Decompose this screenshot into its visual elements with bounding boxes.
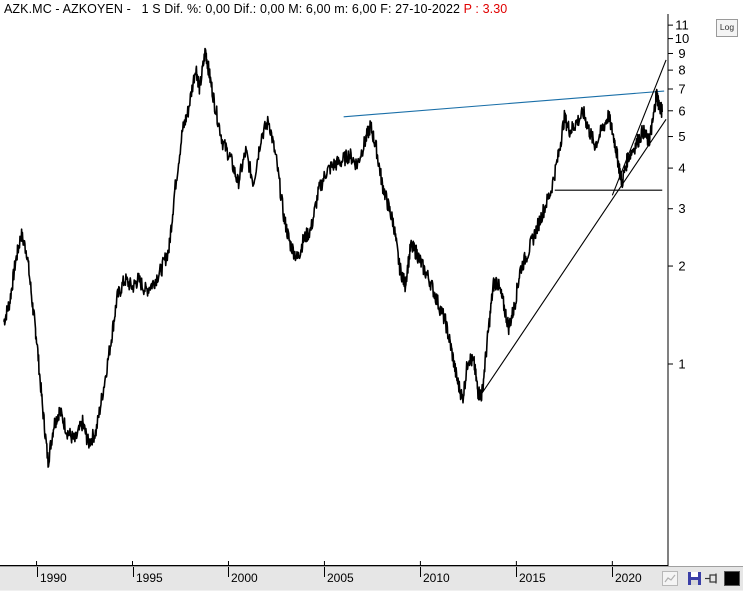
dif-pct-value: 0,00 bbox=[205, 2, 231, 16]
y-tick-label: 10 bbox=[675, 31, 689, 46]
x-tick-mark-bottom bbox=[37, 567, 38, 577]
log-scale-button[interactable]: Log bbox=[716, 19, 738, 37]
x-tick-label: 1995 bbox=[136, 571, 163, 585]
x-tick-label: 2020 bbox=[615, 571, 642, 585]
bottom-toolbar: 1990 1995 2000 2005 2010 2015 2020 bbox=[0, 566, 743, 590]
y-tick-label: 1 bbox=[678, 357, 685, 372]
y-tick-label: 11 bbox=[675, 18, 689, 33]
x-tick-label: 2005 bbox=[327, 571, 354, 585]
max-label: M: bbox=[288, 2, 303, 16]
min-label: m: bbox=[334, 2, 349, 16]
y-tick-label: 2 bbox=[678, 259, 685, 274]
date-label: F: bbox=[380, 2, 392, 16]
y-tick-label: 5 bbox=[678, 129, 685, 144]
company-name: AZKOYEN bbox=[62, 2, 123, 16]
x-tick-mark-bottom bbox=[516, 567, 517, 577]
chart-header: AZK.MC - AZKOYEN - 1 S Dif. %: 0,00 Dif.… bbox=[4, 2, 508, 16]
x-tick-label: 2015 bbox=[519, 571, 546, 585]
min-value: 6,00 bbox=[351, 2, 377, 16]
trendline-0 bbox=[343, 90, 665, 118]
price-label: P : bbox=[463, 2, 479, 16]
price-value: 3.30 bbox=[482, 2, 508, 16]
price-series-line-0 bbox=[3, 47, 663, 468]
pin-icon[interactable] bbox=[704, 571, 720, 586]
dif-pct-label: Dif. %: bbox=[164, 2, 202, 16]
y-tick-label: 8 bbox=[678, 63, 685, 78]
color-square-icon[interactable] bbox=[724, 571, 740, 586]
dif-value: 0,00 bbox=[259, 2, 285, 16]
y-tick-label: 9 bbox=[678, 46, 685, 61]
period-label: 1 S bbox=[141, 2, 161, 16]
ticker-symbol: AZK.MC bbox=[4, 2, 52, 16]
x-tick-mark-bottom bbox=[228, 567, 229, 577]
x-tick-mark-bottom bbox=[420, 567, 421, 577]
x-tick-label: 1990 bbox=[40, 571, 67, 585]
date-value: 27-10-2022 bbox=[395, 2, 461, 16]
x-tick-mark-bottom bbox=[612, 567, 613, 577]
x-tick-mark-bottom bbox=[133, 567, 134, 577]
y-tick-label: 4 bbox=[678, 161, 685, 176]
trendline-2 bbox=[477, 118, 667, 400]
save-icon[interactable] bbox=[687, 571, 703, 586]
max-value: 6,00 bbox=[305, 2, 331, 16]
y-tick-label: 6 bbox=[678, 103, 685, 118]
chart-toggle-icon[interactable] bbox=[662, 571, 678, 586]
y-tick-label: 3 bbox=[678, 201, 685, 216]
x-tick-label: 2010 bbox=[423, 571, 450, 585]
dif-label: Dif.: bbox=[233, 2, 257, 16]
x-tick-mark-bottom bbox=[324, 567, 325, 577]
y-tick-label: 7 bbox=[678, 82, 685, 97]
x-tick-label: 2000 bbox=[231, 571, 258, 585]
